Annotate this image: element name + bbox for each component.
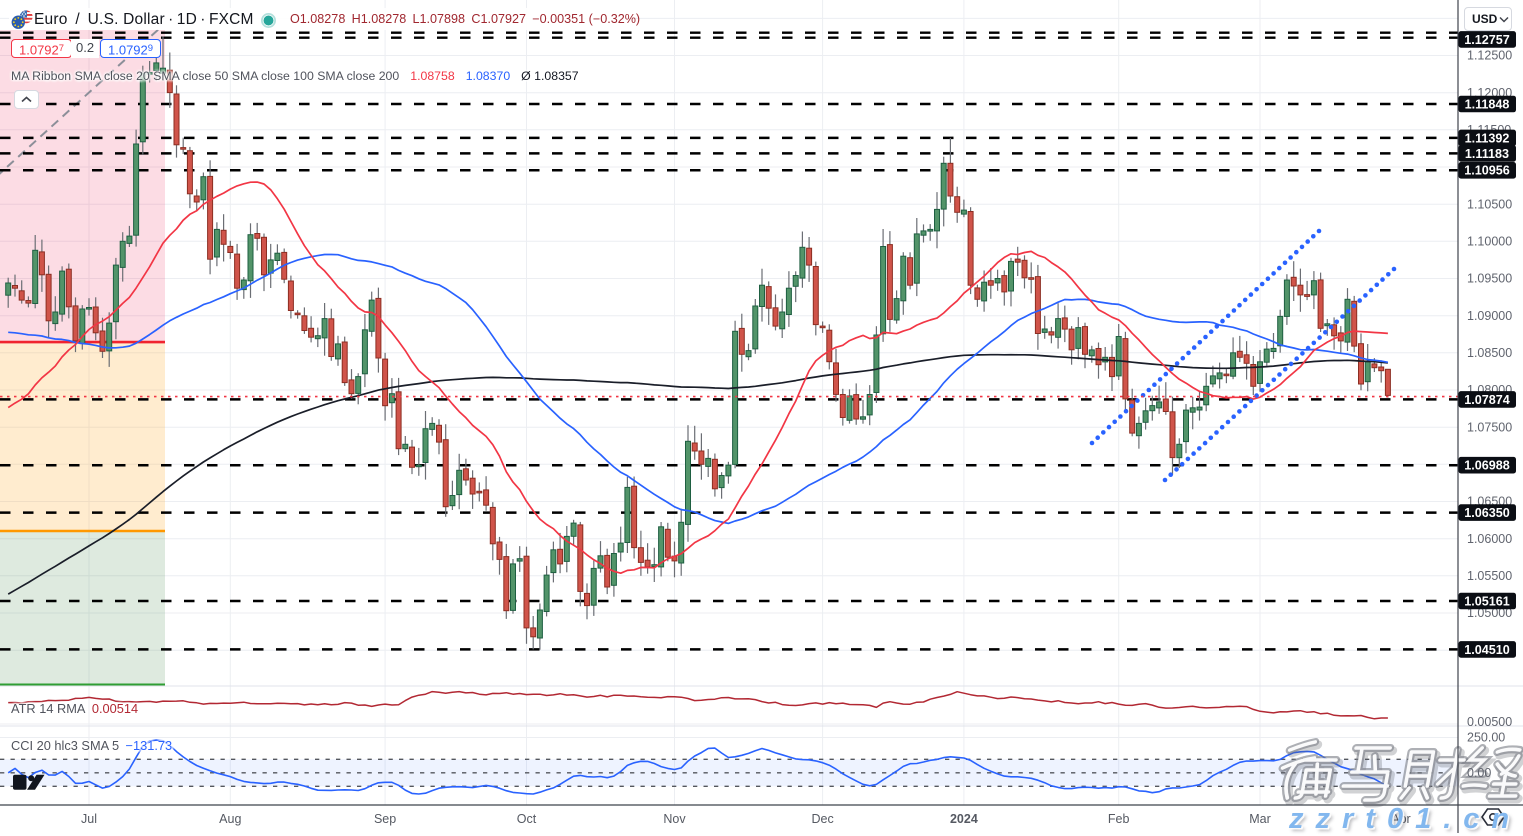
svg-text:1.06988: 1.06988 bbox=[1464, 459, 1510, 473]
svg-text:1.11848: 1.11848 bbox=[1465, 97, 1510, 111]
svg-text:Feb: Feb bbox=[1108, 812, 1130, 826]
svg-text:1.11183: 1.11183 bbox=[1465, 147, 1509, 161]
svg-text:Mar: Mar bbox=[1249, 812, 1271, 826]
svg-text:1.05500: 1.05500 bbox=[1467, 569, 1512, 583]
svg-text:1.08500: 1.08500 bbox=[1467, 346, 1512, 360]
svg-text:1.09000: 1.09000 bbox=[1467, 309, 1512, 323]
svg-text:1.06000: 1.06000 bbox=[1467, 532, 1512, 546]
svg-text:250.00: 250.00 bbox=[1467, 731, 1505, 745]
svg-text:1.06350: 1.06350 bbox=[1464, 506, 1510, 520]
svg-text:Aug: Aug bbox=[219, 812, 241, 826]
svg-text:0.00500: 0.00500 bbox=[1467, 715, 1512, 729]
svg-text:1.05161: 1.05161 bbox=[1464, 594, 1510, 608]
svg-text:Oct: Oct bbox=[517, 812, 537, 826]
svg-text:Dec: Dec bbox=[811, 812, 833, 826]
svg-text:Jul: Jul bbox=[81, 812, 97, 826]
svg-text:1.05000: 1.05000 bbox=[1467, 606, 1512, 620]
svg-text:1.09500: 1.09500 bbox=[1467, 272, 1512, 286]
svg-text:0.00: 0.00 bbox=[1467, 766, 1491, 780]
svg-text:Sep: Sep bbox=[374, 812, 396, 826]
svg-text:1.12500: 1.12500 bbox=[1467, 49, 1512, 63]
svg-text:Apr: Apr bbox=[1391, 812, 1410, 826]
svg-text:1.04510: 1.04510 bbox=[1464, 643, 1510, 657]
svg-text:1.10000: 1.10000 bbox=[1467, 235, 1512, 249]
svg-text:1.11392: 1.11392 bbox=[1465, 131, 1510, 145]
svg-text:Nov: Nov bbox=[663, 812, 686, 826]
svg-text:1.07500: 1.07500 bbox=[1467, 420, 1512, 434]
svg-text:1.10500: 1.10500 bbox=[1467, 197, 1512, 211]
svg-text:1.10956: 1.10956 bbox=[1464, 164, 1510, 178]
svg-text:2024: 2024 bbox=[950, 812, 978, 826]
svg-text:1.12757: 1.12757 bbox=[1464, 33, 1510, 47]
svg-text:1.07874: 1.07874 bbox=[1464, 393, 1510, 407]
